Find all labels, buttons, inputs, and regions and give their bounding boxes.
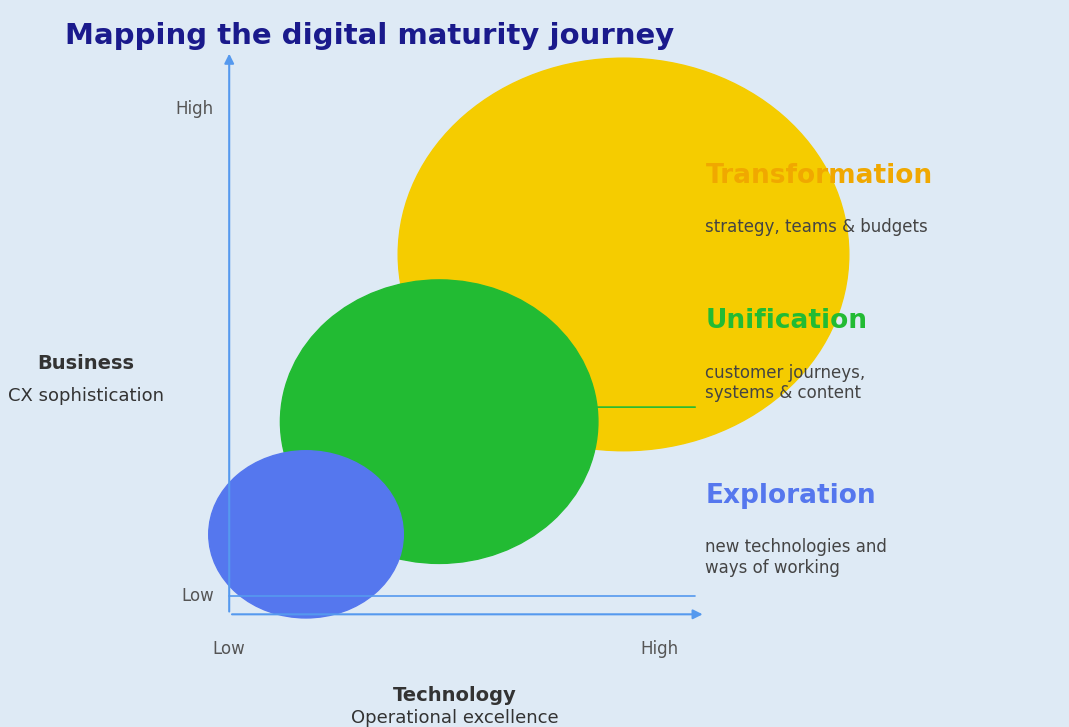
Text: CX sophistication: CX sophistication <box>7 387 164 405</box>
Text: new technologies and
ways of working: new technologies and ways of working <box>706 538 887 577</box>
Text: Operational excellence: Operational excellence <box>351 709 558 727</box>
Text: Transformation: Transformation <box>706 163 932 189</box>
Text: High: High <box>640 640 679 658</box>
Text: Low: Low <box>213 640 246 658</box>
Ellipse shape <box>208 451 403 618</box>
Text: Business: Business <box>37 354 135 373</box>
Text: Low: Low <box>181 587 214 605</box>
Ellipse shape <box>398 58 849 451</box>
Text: Exploration: Exploration <box>706 483 877 509</box>
Text: Technology: Technology <box>392 686 516 705</box>
Ellipse shape <box>280 280 598 563</box>
Text: customer journeys,
systems & content: customer journeys, systems & content <box>706 364 866 402</box>
Text: Unification: Unification <box>706 308 867 334</box>
Text: Mapping the digital maturity journey: Mapping the digital maturity journey <box>65 22 675 50</box>
Text: strategy, teams & budgets: strategy, teams & budgets <box>706 218 928 236</box>
Text: High: High <box>175 100 214 118</box>
